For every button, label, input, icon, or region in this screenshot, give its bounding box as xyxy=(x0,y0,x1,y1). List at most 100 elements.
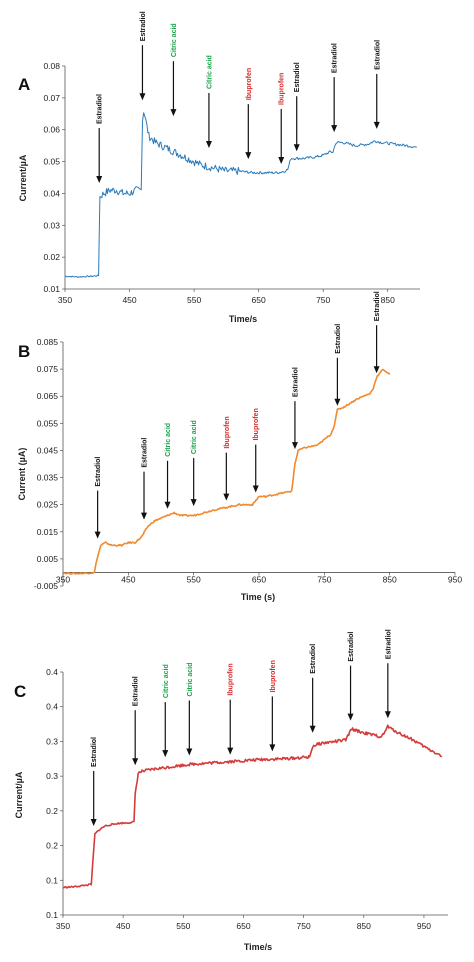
annotation-arrow-head xyxy=(141,512,148,520)
annotation-label: Estradiol xyxy=(374,291,381,321)
panel-c-letter: C xyxy=(14,682,26,701)
annotation-label: Estradiol xyxy=(374,40,381,70)
y-tick-label: 0.2 xyxy=(46,841,58,851)
annotation-label: Ibuprofen xyxy=(279,73,286,105)
x-tick-label: 550 xyxy=(176,921,190,931)
annotation-arrow-head xyxy=(186,748,193,756)
annotation-arrow-head xyxy=(269,744,276,752)
x-tick-label: 450 xyxy=(122,295,136,305)
panel-a-y-axis-title: Current/µA xyxy=(18,154,28,201)
y-tick-label: 0.055 xyxy=(37,418,59,428)
annotation-arrow-head xyxy=(90,818,97,826)
panel-a-x-axis-title: Time/s xyxy=(229,314,257,324)
y-tick-label: 0.08 xyxy=(43,61,60,71)
x-tick-label: 550 xyxy=(187,574,201,584)
data-series-line xyxy=(62,724,443,889)
annotation-label: Estradiol xyxy=(140,11,147,41)
y-tick-label: 0.1 xyxy=(46,910,58,920)
annotation-label: Estradiol xyxy=(385,629,392,659)
y-tick-label: 0.2 xyxy=(46,806,58,816)
y-tick-label: 0.07 xyxy=(43,93,60,103)
y-tick-label: 0.045 xyxy=(37,445,59,455)
annotation-arrow-head xyxy=(331,125,338,133)
x-tick-label: 850 xyxy=(357,921,371,931)
annotation-arrow-head xyxy=(139,93,146,101)
y-tick-label: 0.4 xyxy=(46,667,58,677)
annotation-arrow-head xyxy=(96,176,103,184)
annotation-arrow-head xyxy=(205,141,212,149)
y-tick-label: 0.01 xyxy=(43,284,60,294)
panel-b-letter: B xyxy=(18,342,30,361)
y-tick-label: 0.085 xyxy=(37,337,59,347)
annotation-label: Ibuprofen xyxy=(228,663,235,695)
annotation-arrow-head xyxy=(223,493,230,501)
annotation-arrow-head xyxy=(373,121,380,129)
y-tick-label: 0.02 xyxy=(43,252,60,262)
panel-b-x-axis-title: Time (s) xyxy=(241,592,275,602)
annotation-arrow-head xyxy=(190,499,197,507)
annotation-arrow-head xyxy=(278,156,285,164)
panel-a-letter: A xyxy=(18,75,30,94)
y-tick-label: 0.05 xyxy=(43,157,60,167)
x-tick-label: 750 xyxy=(297,921,311,931)
annotation-label: Citric acid xyxy=(187,663,194,697)
annotation-label: Ibuprofen xyxy=(246,68,253,100)
panel-c-y-axis-title: Current/µA xyxy=(14,771,24,818)
annotation-arrow-head xyxy=(293,144,300,152)
x-tick-label: 650 xyxy=(236,921,250,931)
annotation-label: Ibuprofen xyxy=(224,416,231,448)
panel-c-chart: C Time/s Current/µA 0.1 0.1 0.2 0.2 0.3 0.3 0.… xyxy=(14,629,448,952)
annotation-label: Estradiol xyxy=(97,94,104,124)
y-tick-label: 0.06 xyxy=(43,125,60,135)
annotation-label: Citric acid xyxy=(165,423,172,457)
annotation-label: Estradiol xyxy=(332,43,339,73)
annotation-arrow-head xyxy=(373,366,380,374)
annotation-label: Citric acid xyxy=(171,23,178,57)
x-tick-label: 950 xyxy=(417,921,431,931)
annotation-label: Estradiol xyxy=(292,367,299,397)
annotation-arrow-head xyxy=(227,747,234,755)
y-tick-label: -0.005 xyxy=(34,581,58,591)
annotation-label: Ibuprofen xyxy=(270,660,277,692)
annotation-label: Estradiol xyxy=(348,632,355,662)
x-tick-label: 750 xyxy=(317,574,331,584)
annotation-label: Estradiol xyxy=(91,737,98,767)
annotation-arrow-head xyxy=(252,485,259,493)
x-tick-label: 850 xyxy=(383,574,397,584)
annotation-label: Estradiol xyxy=(310,644,317,674)
x-tick-label: 650 xyxy=(252,295,266,305)
annotation-arrow-head xyxy=(132,758,139,766)
y-tick-label: 0.015 xyxy=(37,527,59,537)
y-tick-label: 0.03 xyxy=(43,220,60,230)
y-tick-label: 0.065 xyxy=(37,391,59,401)
x-tick-label: 950 xyxy=(448,574,462,584)
y-tick-label: 0.1 xyxy=(46,875,58,885)
annotation-label: Citric acid xyxy=(163,664,170,698)
annotation-label: Estradiol xyxy=(335,324,342,354)
x-tick-label: 450 xyxy=(121,574,135,584)
x-tick-label: 550 xyxy=(187,295,201,305)
y-tick-label: 0.4 xyxy=(46,702,58,712)
y-tick-label: 0.035 xyxy=(37,473,59,483)
x-tick-label: 850 xyxy=(381,295,395,305)
y-tick-label: 0.04 xyxy=(43,188,60,198)
x-tick-label: 650 xyxy=(252,574,266,584)
y-tick-label: 0.025 xyxy=(37,500,59,510)
x-tick-label: 450 xyxy=(116,921,130,931)
panel-b-y-axis-title: Current (µA) xyxy=(17,448,27,501)
panel-a-chart: A Time/s Current/µA 0.01 0.02 0.03 0.04 0.05… xyxy=(18,11,420,324)
annotation-label: Estradiol xyxy=(133,676,140,706)
annotation-arrow-head xyxy=(170,109,177,117)
y-tick-label: 0.3 xyxy=(46,771,58,781)
x-tick-label: 750 xyxy=(316,295,330,305)
annotation-arrow-head xyxy=(334,398,341,406)
x-tick-label: 350 xyxy=(56,574,70,584)
annotation-arrow-head xyxy=(164,501,171,509)
annotation-arrow-head xyxy=(384,711,391,719)
annotation-arrow-head xyxy=(94,531,101,539)
annotation-label: Ibuprofen xyxy=(253,408,260,440)
annotation-label: Citric acid xyxy=(191,420,198,454)
x-tick-label: 350 xyxy=(58,295,72,305)
y-tick-label: 0.075 xyxy=(37,364,59,374)
